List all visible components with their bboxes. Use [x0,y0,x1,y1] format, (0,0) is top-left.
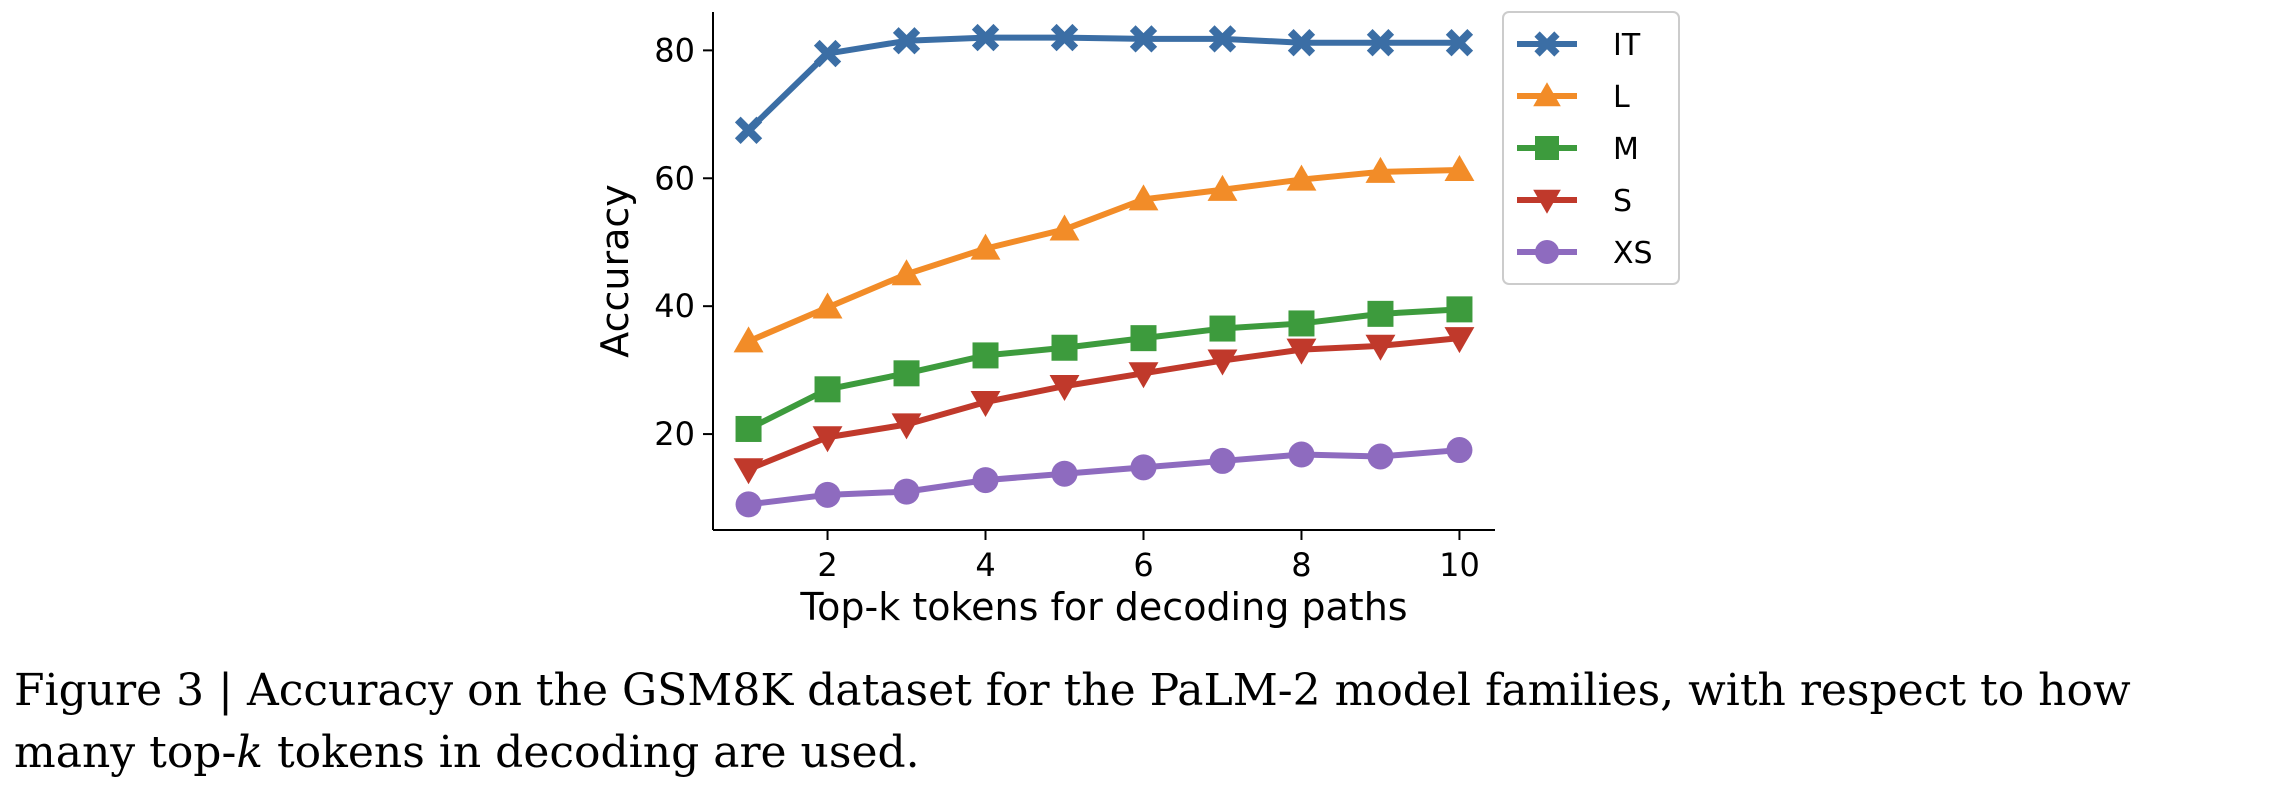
x-tick-label-8: 8 [1291,546,1311,584]
legend-marker-xs [1535,240,1559,264]
series-it [734,23,1474,144]
legend-item-s: S [1517,184,1632,219]
series-s-point-2 [812,426,843,453]
x-tick-label-6: 6 [1133,546,1153,584]
series-l [733,155,1475,353]
legend-marker-s [1533,189,1561,214]
series-xs-point-2 [814,481,841,508]
series-xs-point-5 [1051,460,1078,487]
legend-box [1502,11,1680,285]
series-l-point-10 [1444,155,1475,182]
series-l-point-2 [812,292,843,319]
figure-caption-label: Figure 3 [14,665,205,716]
legend-label-m: M [1613,132,1639,167]
series-xs-point-7 [1209,447,1236,474]
series-xs-point-4 [972,467,999,494]
series-it-point-6 [1129,25,1158,53]
series-m-point-4 [972,342,999,369]
series-m-point-9 [1367,300,1394,327]
legend-item-it: IT [1517,28,1641,63]
series-s-point-1 [733,458,764,485]
series-xs-line [748,447,1460,508]
series-it-point-5 [1050,23,1079,52]
series-s-line [747,335,1460,473]
accuracy-line-chart: 20 40 60 80 2 4 6 8 10 Top-k tokens for decoding… [593,11,1680,629]
series-m [735,296,1473,442]
legend-label-s: S [1613,184,1632,219]
x-axis-label: Top-k tokens for decoding paths [799,585,1407,629]
series-s-point-9 [1365,334,1396,361]
series-it-point-10 [1445,29,1474,57]
series-it-point-4 [971,23,1000,52]
figure-caption-text-before: Accuracy on the GSM8K dataset for the Pa… [14,665,2131,778]
series-xs-point-6 [1130,454,1157,481]
series-s-point-4 [970,391,1001,418]
series-s-point-6 [1128,362,1159,389]
legend-label-xs: XS [1613,236,1653,271]
series-m-point-1 [735,415,762,442]
legend-label-l: L [1613,80,1630,115]
series-m-point-2 [814,376,841,403]
series-l-point-5 [1049,214,1080,241]
series-l-point-9 [1365,156,1396,183]
series-m-point-6 [1130,325,1157,352]
series-l-point-1 [733,326,764,353]
series-it-point-3 [892,27,921,55]
x-tick-label-10: 10 [1439,546,1480,584]
series-it-point-7 [1208,25,1237,53]
series-s-point-10 [1444,327,1475,354]
legend: IT LMS XS [1502,11,1680,285]
figure-caption-text-after: tokens in decoding are used. [263,727,920,778]
series-l-point-4 [970,233,1001,260]
series-it-line [746,34,1460,133]
series-it-point-1 [734,116,763,144]
figure-caption-separator: | [204,665,247,716]
y-tick-label-60: 60 [654,159,695,197]
series-l-point-7 [1207,174,1238,201]
series-m-point-10 [1446,296,1473,323]
series-m-point-7 [1209,315,1236,342]
series-l-point-6 [1128,184,1159,211]
series-m-point-8 [1288,310,1315,337]
legend-item-m: M [1517,132,1639,167]
series-it-point-9 [1366,29,1395,57]
series-xs-point-10 [1446,437,1473,464]
series-s-point-5 [1049,375,1080,402]
series-it-point-2 [813,39,842,68]
y-tick-label-80: 80 [654,31,695,69]
x-tick-label-4: 4 [975,546,995,584]
series-xs-point-8 [1288,441,1315,468]
series-l-point-8 [1286,164,1317,191]
legend-marker-l [1533,82,1561,107]
series-it-point-8 [1287,29,1316,57]
y-tick-label-40: 40 [654,287,695,325]
series-layer [733,23,1475,518]
figure-caption-k: k [236,727,264,778]
series-xs-point-9 [1367,443,1394,470]
series-m-point-5 [1051,334,1078,361]
legend-item-l: L [1517,80,1630,115]
legend-marker-m [1535,136,1559,160]
series-s [733,327,1475,485]
series-m-point-3 [893,360,920,387]
series-xs [735,437,1473,518]
series-l-point-3 [891,259,922,286]
legend-item-xs: XS [1517,236,1653,271]
legend-label-it: IT [1613,28,1641,63]
series-xs-point-3 [893,478,920,505]
series-m-line [747,306,1460,432]
series-s-point-3 [891,413,922,440]
legend-marker-it [1534,31,1560,57]
y-axis-label: Accuracy [593,184,637,358]
series-s-point-8 [1286,338,1317,365]
y-tick-label-20: 20 [654,415,695,453]
x-tick-label-2: 2 [817,546,837,584]
figure-caption: Figure 3 | Accuracy on the GSM8K dataset… [14,660,2254,784]
series-l-line [747,166,1460,345]
series-s-point-7 [1207,349,1238,376]
axes: 20 40 60 80 2 4 6 8 10 [654,12,1495,584]
series-xs-point-1 [735,491,762,518]
